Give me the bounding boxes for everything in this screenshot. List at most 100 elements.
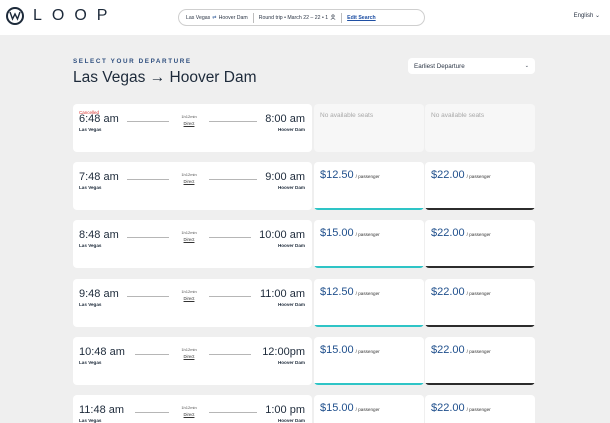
flex-fare-option[interactable]: $22.00/ passenger (425, 279, 535, 327)
trip-details: 10:48 am Las Vegas 1h12min Direct 12:00p… (73, 337, 312, 385)
arrival-city: Hoover Dam (277, 302, 305, 307)
fare-price: $22.00 (431, 227, 465, 239)
departure-time: 7:48 am (79, 171, 119, 183)
economy-fare-bar (314, 266, 424, 268)
direct-link[interactable]: Direct (183, 179, 195, 184)
route-line (209, 237, 251, 238)
departure-city: Las Vegas (79, 127, 102, 132)
language-selector[interactable]: English ⌄ (573, 13, 600, 19)
edit-search-link[interactable]: Edit Search (347, 14, 376, 21)
arrival-city: Hoover Dam (277, 127, 305, 132)
arrival-time: 1:00 pm (265, 404, 305, 416)
trip-row: 7:48 am Las Vegas 1h12min Direct 9:00 am… (73, 162, 535, 210)
direct-link[interactable]: Direct (183, 237, 195, 242)
route-line (209, 354, 251, 355)
fare-unit: / passenger (355, 349, 380, 354)
flex-fare-option[interactable]: $22.00/ passenger (425, 337, 535, 385)
trip-details: 11:48 am Las Vegas 1h12min Direct 1:00 p… (73, 395, 312, 423)
flex-fare-unavailable: No available seats (425, 104, 535, 152)
direct-link[interactable]: Direct (183, 296, 195, 301)
search-origin: Las Vegas (186, 14, 211, 21)
route-line (127, 179, 169, 180)
route-line (135, 354, 169, 355)
fare-unit: / passenger (355, 407, 380, 412)
trip-duration: 1h12min (181, 347, 197, 352)
trip-row: 11:48 am Las Vegas 1h12min Direct 1:00 p… (73, 395, 535, 423)
fare-price: $15.00 (320, 344, 354, 356)
route-line (135, 412, 169, 413)
sort-selected-value: Earliest Departure (414, 62, 465, 70)
fare-price: $22.00 (431, 402, 465, 414)
arrival-city: Hoover Dam (277, 243, 305, 248)
chevron-down-icon: ⌄ (524, 63, 529, 69)
trip-details: 9:48 am Las Vegas 1h12min Direct 11:00 a… (73, 279, 312, 327)
arrival-city: Hoover Dam (277, 185, 305, 190)
economy-fare-bar (314, 325, 424, 327)
fare-price: $22.00 (431, 286, 465, 298)
economy-fare-option[interactable]: $12.50/ passenger (314, 162, 424, 210)
direct-link[interactable]: Direct (183, 354, 195, 359)
page-title: Las Vegas → Hoover Dam (73, 69, 257, 86)
fare-unit: / passenger (355, 232, 380, 237)
fare-unit: / passenger (466, 174, 491, 179)
route-line (209, 179, 257, 180)
trip-row: Cancelled 6:48 am Las Vegas 1h12min Dire… (73, 104, 535, 152)
economy-fare-option[interactable]: $15.00/ passenger (314, 395, 424, 423)
economy-fare-option[interactable]: $15.00/ passenger (314, 220, 424, 268)
no-seats-text: No available seats (320, 112, 374, 119)
flex-fare-option[interactable]: $22.00/ passenger (425, 220, 535, 268)
departure-city: Las Vegas (79, 418, 102, 423)
sort-dropdown[interactable]: Earliest Departure ⌄ (408, 58, 535, 74)
loop-logo[interactable]: LOOP (6, 7, 117, 25)
no-seats-text: No available seats (431, 112, 485, 119)
departure-city: Las Vegas (79, 243, 102, 248)
departure-city: Las Vegas (79, 302, 102, 307)
page-kicker: SELECT YOUR DEPARTURE (73, 58, 192, 65)
fare-price: $12.50 (320, 286, 354, 298)
fare-price: $15.00 (320, 227, 354, 239)
fare-unit: / passenger (466, 349, 491, 354)
flex-fare-bar (425, 383, 535, 385)
trip-row: 8:48 am Las Vegas 1h12min Direct 10:00 a… (73, 220, 535, 268)
arrival-time: 9:00 am (265, 171, 305, 183)
fare-unit: / passenger (466, 291, 491, 296)
fare-unit: / passenger (466, 407, 491, 412)
search-destination: Hoover Dam (218, 14, 248, 21)
direct-link[interactable]: Direct (183, 412, 195, 417)
flex-fare-bar (425, 208, 535, 210)
departure-time: 10:48 am (79, 346, 125, 358)
page-heading: SELECT YOUR DEPARTURE Las Vegas → Hoover… (73, 58, 257, 87)
departure-time: 11:48 am (79, 404, 125, 416)
trip-row: 9:48 am Las Vegas 1h12min Direct 11:00 a… (73, 279, 535, 327)
route-line (209, 296, 251, 297)
direct-link[interactable]: Direct (183, 121, 195, 126)
economy-fare-bar (314, 208, 424, 210)
flex-fare-bar (425, 325, 535, 327)
trip-duration: 1h12min (181, 114, 197, 119)
departure-city: Las Vegas (79, 185, 102, 190)
flex-fare-option[interactable]: $22.00/ passenger (425, 162, 535, 210)
route-line (127, 121, 169, 122)
arrival-city: Hoover Dam (277, 418, 305, 423)
fare-unit: / passenger (355, 174, 380, 179)
swap-arrows-icon[interactable]: ⇄ (212, 14, 217, 21)
trip-duration: 1h12min (181, 230, 197, 235)
logo-text: LOOP (33, 7, 118, 24)
search-divider (341, 12, 343, 23)
trip-details: Cancelled 6:48 am Las Vegas 1h12min Dire… (73, 104, 312, 152)
trip-details: 8:48 am Las Vegas 1h12min Direct 10:00 a… (73, 220, 312, 268)
route-line (209, 121, 257, 122)
top-navigation-bar: LOOP Las Vegas ⇄ Hoover Dam Round trip •… (0, 0, 610, 35)
fare-unit: / passenger (355, 291, 380, 296)
departure-time: 6:48 am (79, 113, 119, 125)
flex-fare-option[interactable]: $22.00/ passenger (425, 395, 535, 423)
economy-fare-bar (314, 383, 424, 385)
economy-fare-option[interactable]: $12.50/ passenger (314, 279, 424, 327)
trip-details: 7:48 am Las Vegas 1h12min Direct 9:00 am… (73, 162, 312, 210)
search-divider (252, 12, 254, 23)
search-summary-pill[interactable]: Las Vegas ⇄ Hoover Dam Round trip • Marc… (178, 9, 425, 26)
arrival-time: 10:00 am (259, 229, 305, 241)
arrival-time: 11:00 am (259, 288, 305, 300)
economy-fare-option[interactable]: $15.00/ passenger (314, 337, 424, 385)
flex-fare-bar (425, 266, 535, 268)
